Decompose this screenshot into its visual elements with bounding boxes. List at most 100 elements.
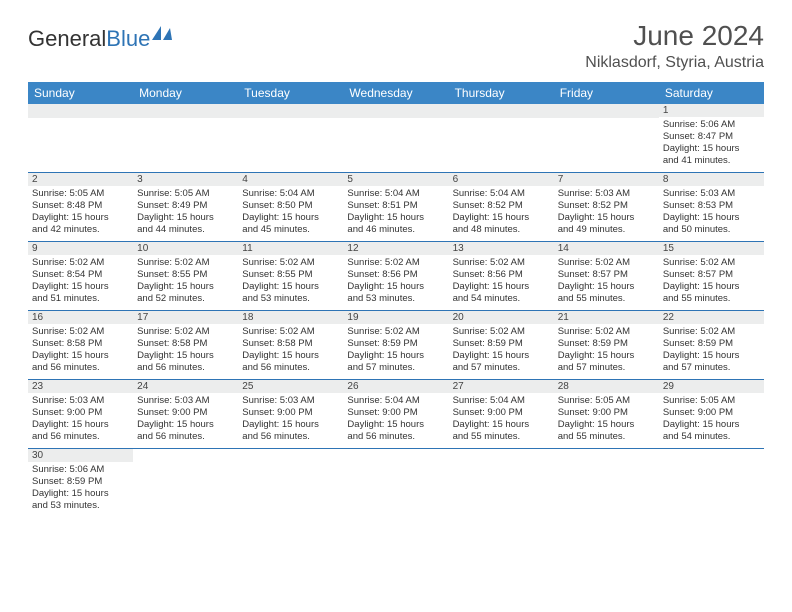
calendar-row: 9Sunrise: 5:02 AMSunset: 8:54 PMDaylight… xyxy=(28,242,764,311)
calendar-cell: 13Sunrise: 5:02 AMSunset: 8:56 PMDayligh… xyxy=(449,242,554,311)
calendar-cell: 11Sunrise: 5:02 AMSunset: 8:55 PMDayligh… xyxy=(238,242,343,311)
day-details: Sunrise: 5:02 AMSunset: 8:59 PMDaylight:… xyxy=(343,324,448,377)
month-title: June 2024 xyxy=(585,20,764,52)
calendar-cell: 10Sunrise: 5:02 AMSunset: 8:55 PMDayligh… xyxy=(133,242,238,311)
day-details: Sunrise: 5:03 AMSunset: 8:52 PMDaylight:… xyxy=(554,186,659,239)
calendar-cell: 5Sunrise: 5:04 AMSunset: 8:51 PMDaylight… xyxy=(343,173,448,242)
calendar-table: Sunday Monday Tuesday Wednesday Thursday… xyxy=(28,82,764,517)
weekday-header: Thursday xyxy=(449,82,554,104)
calendar-row: 16Sunrise: 5:02 AMSunset: 8:58 PMDayligh… xyxy=(28,311,764,380)
logo-text-2: Blue xyxy=(106,26,150,52)
logo-text-1: General xyxy=(28,26,106,52)
day-number: 4 xyxy=(238,173,343,186)
day-number: 24 xyxy=(133,380,238,393)
day-number: 11 xyxy=(238,242,343,255)
day-details: Sunrise: 5:02 AMSunset: 8:59 PMDaylight:… xyxy=(554,324,659,377)
calendar-cell: 7Sunrise: 5:03 AMSunset: 8:52 PMDaylight… xyxy=(554,173,659,242)
day-number: 18 xyxy=(238,311,343,324)
calendar-cell: 12Sunrise: 5:02 AMSunset: 8:56 PMDayligh… xyxy=(343,242,448,311)
calendar-cell: 8Sunrise: 5:03 AMSunset: 8:53 PMDaylight… xyxy=(659,173,764,242)
empty-cell xyxy=(28,104,133,173)
day-details: Sunrise: 5:03 AMSunset: 9:00 PMDaylight:… xyxy=(238,393,343,446)
empty-cell xyxy=(343,104,448,173)
calendar-cell: 14Sunrise: 5:02 AMSunset: 8:57 PMDayligh… xyxy=(554,242,659,311)
day-number: 26 xyxy=(343,380,448,393)
calendar-cell: 2Sunrise: 5:05 AMSunset: 8:48 PMDaylight… xyxy=(28,173,133,242)
day-number: 8 xyxy=(659,173,764,186)
empty-cell xyxy=(133,449,238,518)
calendar-cell: 22Sunrise: 5:02 AMSunset: 8:59 PMDayligh… xyxy=(659,311,764,380)
day-details: Sunrise: 5:02 AMSunset: 8:57 PMDaylight:… xyxy=(659,255,764,308)
calendar-cell: 3Sunrise: 5:05 AMSunset: 8:49 PMDaylight… xyxy=(133,173,238,242)
calendar-cell: 19Sunrise: 5:02 AMSunset: 8:59 PMDayligh… xyxy=(343,311,448,380)
calendar-cell: 9Sunrise: 5:02 AMSunset: 8:54 PMDaylight… xyxy=(28,242,133,311)
calendar-row: 1Sunrise: 5:06 AMSunset: 8:47 PMDaylight… xyxy=(28,104,764,173)
empty-cell xyxy=(449,449,554,518)
empty-cell xyxy=(554,449,659,518)
day-number: 27 xyxy=(449,380,554,393)
day-number: 17 xyxy=(133,311,238,324)
title-block: June 2024 Niklasdorf, Styria, Austria xyxy=(585,20,764,72)
empty-cell xyxy=(238,449,343,518)
calendar-body: 1Sunrise: 5:06 AMSunset: 8:47 PMDaylight… xyxy=(28,104,764,517)
empty-cell xyxy=(449,104,554,173)
day-details: Sunrise: 5:04 AMSunset: 9:00 PMDaylight:… xyxy=(449,393,554,446)
day-number: 22 xyxy=(659,311,764,324)
day-details: Sunrise: 5:02 AMSunset: 8:56 PMDaylight:… xyxy=(343,255,448,308)
day-details: Sunrise: 5:06 AMSunset: 8:59 PMDaylight:… xyxy=(28,462,133,515)
day-details: Sunrise: 5:02 AMSunset: 8:58 PMDaylight:… xyxy=(28,324,133,377)
day-number: 10 xyxy=(133,242,238,255)
weekday-header: Friday xyxy=(554,82,659,104)
day-number: 1 xyxy=(659,104,764,117)
day-number: 12 xyxy=(343,242,448,255)
weekday-header: Saturday xyxy=(659,82,764,104)
day-details: Sunrise: 5:05 AMSunset: 9:00 PMDaylight:… xyxy=(659,393,764,446)
calendar-cell: 1Sunrise: 5:06 AMSunset: 8:47 PMDaylight… xyxy=(659,104,764,173)
day-details: Sunrise: 5:03 AMSunset: 8:53 PMDaylight:… xyxy=(659,186,764,239)
calendar-row: 30Sunrise: 5:06 AMSunset: 8:59 PMDayligh… xyxy=(28,449,764,518)
calendar-cell: 21Sunrise: 5:02 AMSunset: 8:59 PMDayligh… xyxy=(554,311,659,380)
logo: GeneralBlue xyxy=(28,26,172,52)
logo-sail-icon xyxy=(152,26,172,40)
day-number: 16 xyxy=(28,311,133,324)
calendar-cell: 18Sunrise: 5:02 AMSunset: 8:58 PMDayligh… xyxy=(238,311,343,380)
calendar-row: 23Sunrise: 5:03 AMSunset: 9:00 PMDayligh… xyxy=(28,380,764,449)
day-number: 6 xyxy=(449,173,554,186)
day-details: Sunrise: 5:02 AMSunset: 8:59 PMDaylight:… xyxy=(449,324,554,377)
day-number: 23 xyxy=(28,380,133,393)
calendar-cell: 17Sunrise: 5:02 AMSunset: 8:58 PMDayligh… xyxy=(133,311,238,380)
calendar-cell: 6Sunrise: 5:04 AMSunset: 8:52 PMDaylight… xyxy=(449,173,554,242)
day-details: Sunrise: 5:02 AMSunset: 8:58 PMDaylight:… xyxy=(133,324,238,377)
day-details: Sunrise: 5:02 AMSunset: 8:59 PMDaylight:… xyxy=(659,324,764,377)
day-number: 28 xyxy=(554,380,659,393)
calendar-cell: 23Sunrise: 5:03 AMSunset: 9:00 PMDayligh… xyxy=(28,380,133,449)
day-details: Sunrise: 5:04 AMSunset: 8:50 PMDaylight:… xyxy=(238,186,343,239)
day-details: Sunrise: 5:02 AMSunset: 8:57 PMDaylight:… xyxy=(554,255,659,308)
day-number: 30 xyxy=(28,449,133,462)
calendar-cell: 15Sunrise: 5:02 AMSunset: 8:57 PMDayligh… xyxy=(659,242,764,311)
weekday-header: Sunday xyxy=(28,82,133,104)
day-number: 14 xyxy=(554,242,659,255)
day-details: Sunrise: 5:02 AMSunset: 8:56 PMDaylight:… xyxy=(449,255,554,308)
day-number: 9 xyxy=(28,242,133,255)
day-number: 2 xyxy=(28,173,133,186)
calendar-cell: 24Sunrise: 5:03 AMSunset: 9:00 PMDayligh… xyxy=(133,380,238,449)
day-details: Sunrise: 5:03 AMSunset: 9:00 PMDaylight:… xyxy=(133,393,238,446)
empty-cell xyxy=(554,104,659,173)
day-details: Sunrise: 5:04 AMSunset: 8:51 PMDaylight:… xyxy=(343,186,448,239)
day-details: Sunrise: 5:05 AMSunset: 8:48 PMDaylight:… xyxy=(28,186,133,239)
calendar-row: 2Sunrise: 5:05 AMSunset: 8:48 PMDaylight… xyxy=(28,173,764,242)
day-details: Sunrise: 5:02 AMSunset: 8:58 PMDaylight:… xyxy=(238,324,343,377)
day-details: Sunrise: 5:03 AMSunset: 9:00 PMDaylight:… xyxy=(28,393,133,446)
day-number: 13 xyxy=(449,242,554,255)
calendar-cell: 29Sunrise: 5:05 AMSunset: 9:00 PMDayligh… xyxy=(659,380,764,449)
calendar-cell: 25Sunrise: 5:03 AMSunset: 9:00 PMDayligh… xyxy=(238,380,343,449)
weekday-header-row: Sunday Monday Tuesday Wednesday Thursday… xyxy=(28,82,764,104)
weekday-header: Wednesday xyxy=(343,82,448,104)
empty-cell xyxy=(659,449,764,518)
empty-cell xyxy=(238,104,343,173)
empty-cell xyxy=(133,104,238,173)
empty-cell xyxy=(343,449,448,518)
day-number: 15 xyxy=(659,242,764,255)
weekday-header: Tuesday xyxy=(238,82,343,104)
